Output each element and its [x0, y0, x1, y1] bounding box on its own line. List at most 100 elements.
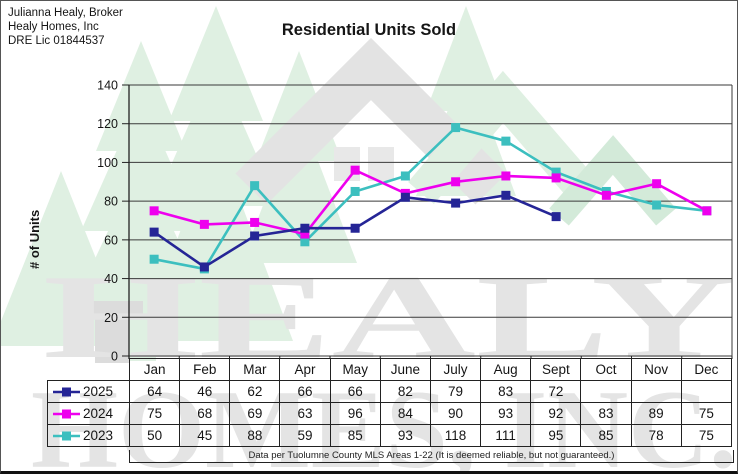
data-point-2025-Feb	[199, 262, 209, 272]
data-point-2024-Feb	[199, 219, 209, 229]
month-header-cell: July	[429, 358, 482, 381]
data-point-2024-Dec	[702, 206, 712, 216]
value-cell-2025-Feb: 46	[179, 380, 231, 403]
broker-license: DRE Lic 01844537	[8, 35, 105, 47]
y-tick-label: 40	[104, 272, 118, 286]
month-header-cell: May	[329, 358, 381, 381]
series-year-label: 2025	[83, 384, 114, 399]
month-header-cell: Apr	[279, 358, 331, 381]
broker-company: Healy Homes, Inc	[8, 21, 99, 33]
value-cell-2024-Feb: 68	[179, 402, 231, 425]
data-point-2023-Sept	[551, 167, 561, 177]
value-cell-2023-Aug: 111	[480, 424, 532, 447]
value-cell-2023-June: 93	[379, 424, 431, 447]
data-point-2025-Apr	[300, 223, 310, 233]
value-cell-2025-Aug: 83	[480, 380, 532, 403]
month-header-cell: Mar	[229, 358, 281, 381]
value-cell-2024-Aug: 93	[480, 402, 532, 425]
data-point-2025-Jan	[149, 227, 159, 237]
data-point-2025-Sept	[551, 212, 561, 222]
table-row-2025: 2025 64 46 62 66 66 82 79 83 72	[47, 380, 733, 403]
value-cell-2025-May: 66	[329, 380, 381, 403]
data-point-2023-Apr	[300, 237, 310, 247]
month-header-cell: Feb	[179, 358, 231, 381]
value-cell-2023-Nov: 78	[630, 424, 682, 447]
month-header-cell: June	[379, 358, 431, 381]
legend-cell-2023: 2023	[47, 424, 130, 447]
data-point-2023-Aug	[501, 136, 511, 146]
table-row-2023: 2023 50 45 88 59 85 93 118 111 95 85 78 75	[47, 424, 733, 447]
month-header-cell: Aug	[480, 358, 532, 381]
legend-cell-2025: 2025	[47, 380, 130, 403]
data-point-2024-Jan	[149, 206, 159, 216]
y-tick-label: 100	[97, 156, 118, 170]
value-cell-2025-Dec	[680, 380, 733, 403]
data-point-2024-Nov	[652, 179, 662, 189]
tree-trunk-icon	[79, 301, 143, 363]
value-cell-2024-May: 96	[329, 402, 381, 425]
value-cell-2025-July: 79	[429, 380, 482, 403]
data-point-2023-July	[451, 123, 461, 133]
y-tick-label: 80	[104, 195, 118, 209]
data-point-2023-May	[350, 186, 360, 196]
chart-title: Residential Units Sold	[281, 21, 457, 39]
data-point-2024-Apr	[300, 229, 310, 239]
broker-name: Julianna Healy, Broker	[8, 7, 123, 19]
series-year-label: 2024	[83, 406, 114, 421]
value-cell-2025-Sept: 72	[530, 380, 582, 403]
y-tick-label: 0	[111, 350, 118, 364]
data-point-2023-Jan	[149, 254, 159, 264]
value-cell-2024-Dec: 75	[680, 402, 733, 425]
month-header-cell: Jan	[128, 358, 181, 381]
data-point-2025-July	[451, 198, 461, 208]
value-cell-2024-Apr: 63	[279, 402, 331, 425]
value-cell-2025-Apr: 66	[279, 380, 331, 403]
y-tick-label: 140	[97, 79, 118, 93]
chimney-icon	[334, 147, 394, 181]
data-point-2024-Sept	[551, 173, 561, 183]
y-axis-label: # of Units	[27, 209, 42, 269]
green-roof-icon	[408, 70, 599, 205]
month-header-cell: Sept	[530, 358, 582, 381]
legend-marker-icon	[53, 431, 80, 440]
value-cell-2023-Apr: 59	[279, 424, 331, 447]
data-point-2025-Mar	[250, 231, 260, 241]
data-point-2023-Mar	[250, 181, 260, 191]
legend-cell-2024: 2024	[47, 402, 130, 425]
value-cell-2025-June: 82	[379, 380, 431, 403]
data-point-2024-May	[350, 165, 360, 175]
data-point-2023-Nov	[652, 200, 662, 210]
value-cell-2024-June: 84	[379, 402, 431, 425]
data-point-2023-June	[400, 171, 410, 181]
value-cell-2024-Sept: 92	[530, 402, 582, 425]
y-tick-label: 60	[104, 233, 118, 247]
value-cell-2025-Mar: 62	[229, 380, 281, 403]
value-cell-2024-Nov: 89	[630, 402, 682, 425]
value-cell-2024-Oct: 83	[580, 402, 632, 425]
value-cell-2023-July: 118	[429, 424, 482, 447]
broker-header: Julianna Healy, Broker Healy Homes, Inc …	[8, 6, 123, 48]
footnote: Data per Tuolumne County MLS Areas 1-22 …	[129, 450, 734, 463]
value-cell-2025-Jan: 64	[128, 380, 181, 403]
value-cell-2023-Sept: 95	[530, 424, 582, 447]
table-row-2024: 2024 75 68 69 63 96 84 90 93 92 83 89 75	[47, 402, 733, 425]
data-point-2024-Aug	[501, 171, 511, 181]
series-year-label: 2023	[83, 428, 114, 443]
data-point-2024-Mar	[250, 217, 260, 227]
month-header-cell: Oct	[580, 358, 632, 381]
legend-marker-icon	[53, 409, 80, 418]
value-cell-2025-Oct	[580, 380, 632, 403]
value-cell-2025-Nov	[630, 380, 682, 403]
data-point-2025-May	[350, 223, 360, 233]
value-cell-2024-Jan: 75	[128, 402, 181, 425]
table-corner	[48, 359, 130, 381]
y-tick-label: 20	[104, 311, 118, 325]
value-cell-2023-Jan: 50	[128, 424, 181, 447]
data-point-2024-Oct	[601, 190, 611, 200]
data-point-2024-July	[451, 177, 461, 187]
value-cell-2023-Feb: 45	[179, 424, 231, 447]
month-header-cell: Nov	[630, 358, 682, 381]
legend-marker-icon	[53, 387, 80, 396]
